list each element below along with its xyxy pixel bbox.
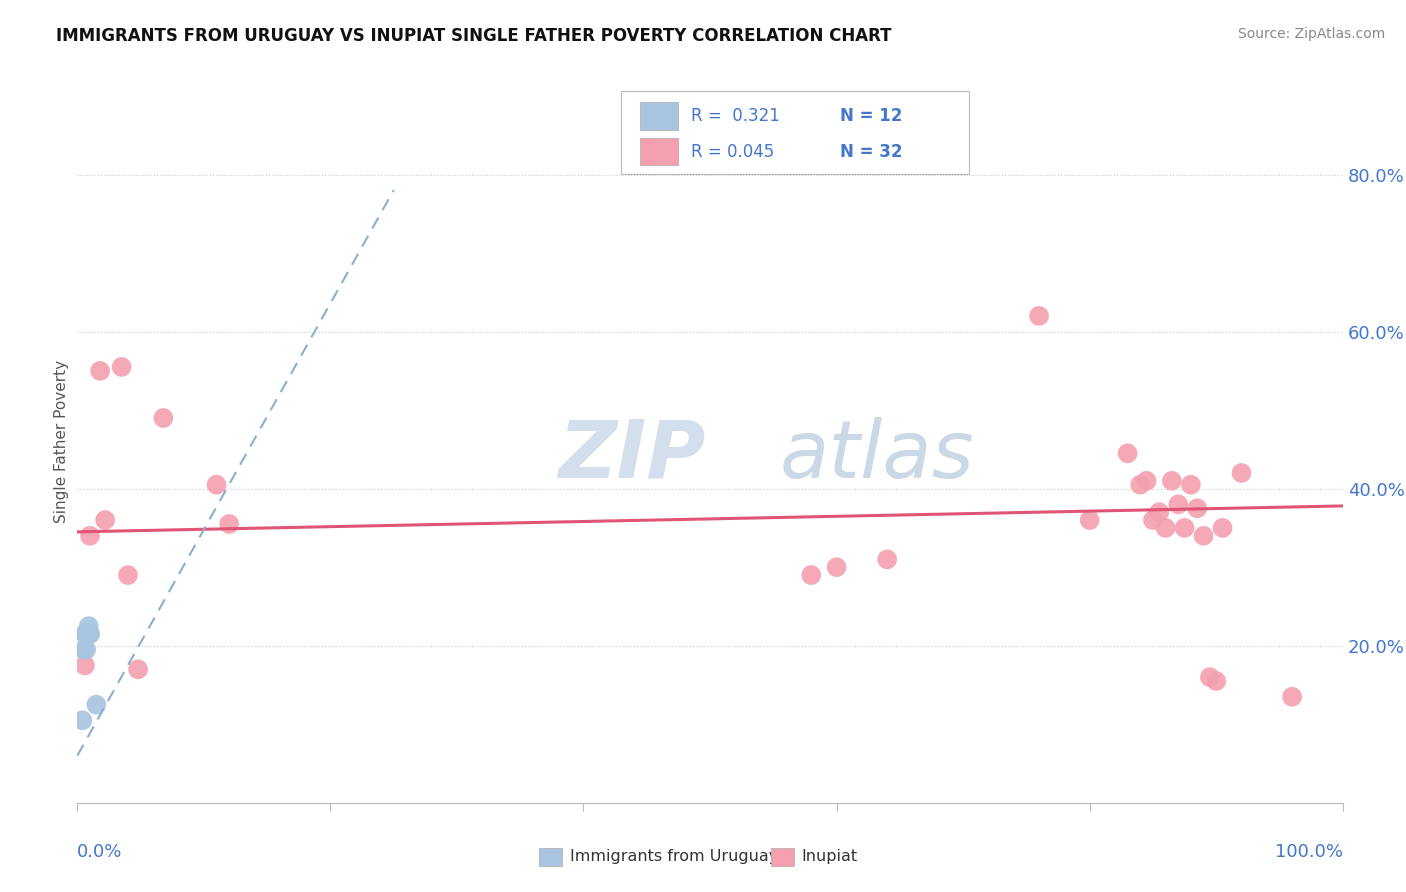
FancyBboxPatch shape bbox=[641, 138, 679, 165]
Point bbox=[1142, 513, 1164, 527]
Point bbox=[876, 552, 898, 566]
Text: R =  0.321: R = 0.321 bbox=[692, 107, 780, 125]
Text: ZIP: ZIP bbox=[558, 417, 706, 495]
Point bbox=[75, 642, 97, 657]
Text: 100.0%: 100.0% bbox=[1275, 843, 1343, 861]
Point bbox=[76, 627, 98, 641]
Y-axis label: Single Father Poverty: Single Father Poverty bbox=[53, 360, 69, 523]
Point bbox=[1154, 521, 1177, 535]
Point bbox=[94, 513, 117, 527]
Point bbox=[1205, 674, 1227, 689]
Point bbox=[73, 627, 96, 641]
Point bbox=[218, 516, 240, 531]
Point bbox=[72, 714, 94, 728]
Point bbox=[152, 411, 174, 425]
Point bbox=[79, 627, 101, 641]
Text: Source: ZipAtlas.com: Source: ZipAtlas.com bbox=[1237, 27, 1385, 41]
FancyBboxPatch shape bbox=[641, 103, 679, 129]
Point bbox=[1116, 446, 1139, 460]
Point bbox=[1187, 501, 1209, 516]
Point bbox=[1136, 474, 1159, 488]
Point bbox=[1198, 670, 1220, 684]
Text: N = 12: N = 12 bbox=[841, 107, 903, 125]
Point bbox=[73, 642, 96, 657]
Text: 0.0%: 0.0% bbox=[77, 843, 122, 861]
Text: Inupiat: Inupiat bbox=[801, 849, 858, 864]
Point bbox=[111, 359, 132, 374]
Point bbox=[1212, 521, 1234, 535]
Point bbox=[1129, 477, 1152, 491]
Point bbox=[1161, 474, 1184, 488]
Point bbox=[1149, 505, 1171, 519]
Point bbox=[89, 364, 111, 378]
Point bbox=[1028, 309, 1050, 323]
FancyBboxPatch shape bbox=[621, 91, 970, 174]
Point bbox=[1078, 513, 1101, 527]
Point bbox=[1167, 497, 1189, 511]
Point bbox=[77, 627, 100, 641]
FancyBboxPatch shape bbox=[540, 848, 562, 865]
Point bbox=[1281, 690, 1303, 704]
Point bbox=[825, 560, 848, 574]
Point bbox=[1230, 466, 1253, 480]
Point bbox=[75, 627, 97, 641]
FancyBboxPatch shape bbox=[770, 848, 793, 865]
Point bbox=[86, 698, 108, 712]
Text: IMMIGRANTS FROM URUGUAY VS INUPIAT SINGLE FATHER POVERTY CORRELATION CHART: IMMIGRANTS FROM URUGUAY VS INUPIAT SINGL… bbox=[56, 27, 891, 45]
Point bbox=[79, 529, 101, 543]
Point bbox=[77, 619, 100, 633]
Point bbox=[73, 658, 96, 673]
Text: Immigrants from Uruguay: Immigrants from Uruguay bbox=[569, 849, 778, 864]
Text: N = 32: N = 32 bbox=[841, 143, 903, 161]
Text: R = 0.045: R = 0.045 bbox=[692, 143, 775, 161]
Point bbox=[117, 568, 139, 582]
Point bbox=[1174, 521, 1197, 535]
Text: atlas: atlas bbox=[780, 417, 974, 495]
Point bbox=[1180, 477, 1202, 491]
Point bbox=[76, 627, 98, 641]
Point bbox=[800, 568, 823, 582]
Point bbox=[127, 662, 149, 676]
Point bbox=[1192, 529, 1215, 543]
Point bbox=[79, 627, 101, 641]
Point bbox=[205, 477, 228, 491]
